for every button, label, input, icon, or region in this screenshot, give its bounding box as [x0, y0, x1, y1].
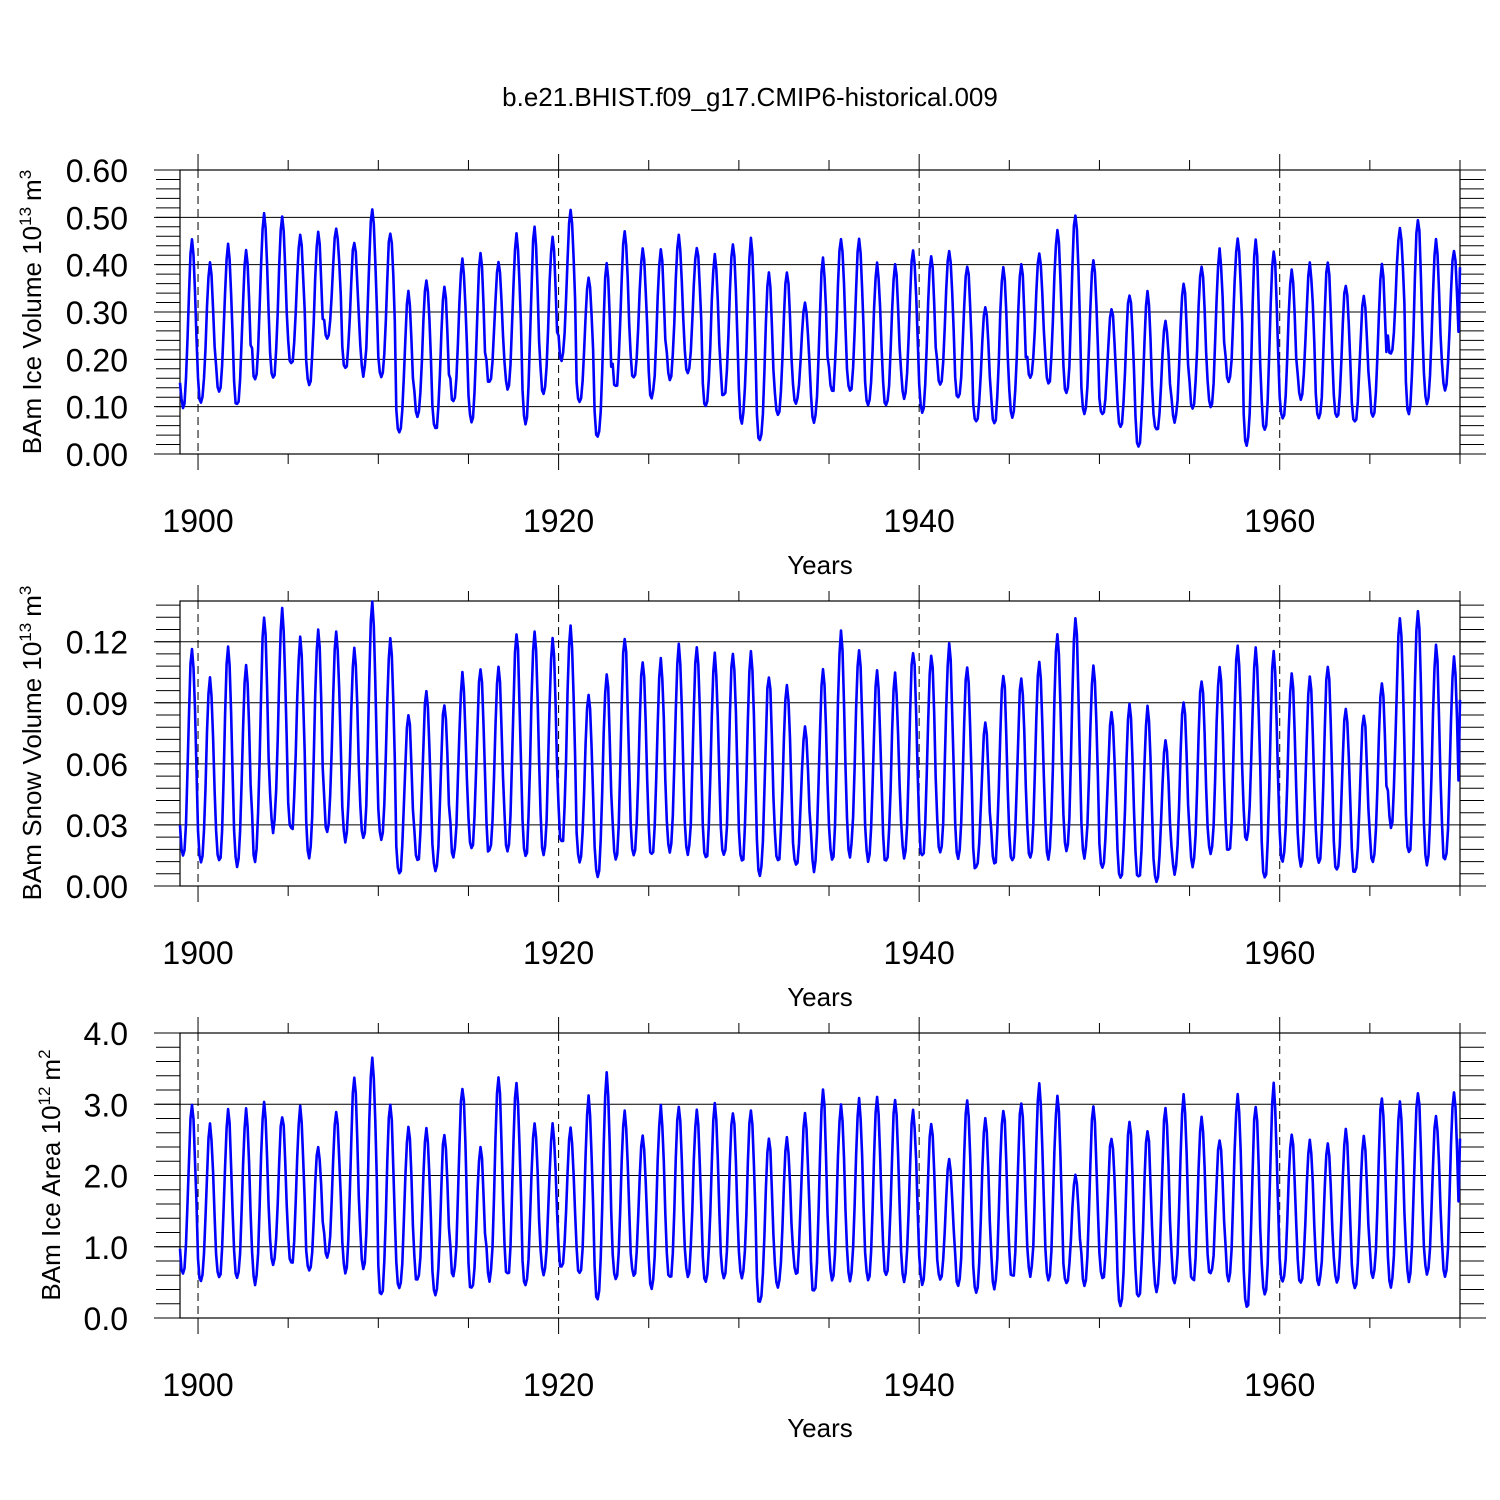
x-tick-label-1920: 1920	[523, 1367, 594, 1403]
y-axis-label: BAm Snow Volume 1013m3	[16, 586, 47, 901]
figure-title: b.e21.BHIST.f09_g17.CMIP6-historical.009	[502, 82, 998, 112]
x-tick-label-1900: 1900	[162, 1367, 233, 1403]
series-line-bam-ice-area	[178, 1056, 1462, 1308]
x-axis-label: Years	[787, 550, 853, 580]
y-tick-label: 0.00	[66, 869, 128, 905]
y-tick-label: 4.0	[84, 1016, 128, 1052]
x-tick-label-1960: 1960	[1244, 935, 1315, 971]
x-axis-label: Years	[787, 982, 853, 1012]
series-line-bam-ice-volume	[178, 208, 1462, 448]
y-tick-label: 0.60	[66, 153, 128, 189]
y-tick-label: 3.0	[84, 1087, 128, 1123]
panel-ice-volume: BAm Ice Volume 1013m3 Years 1900 1920 1940…	[16, 153, 1486, 580]
y-tick-label: 0.12	[66, 625, 128, 661]
x-tick-label-1900: 1900	[162, 503, 233, 539]
panel-ice-area: BAm Ice Area 1012m2 Years 1900 1920 1940 19…	[35, 1016, 1486, 1443]
y-tick-label: 0.0	[84, 1301, 128, 1337]
x-tick-label-1960: 1960	[1244, 503, 1315, 539]
x-tick-label-1900: 1900	[162, 935, 233, 971]
y-tick-label: 0.06	[66, 747, 128, 783]
y-axis-label: BAm Ice Volume 1013m3	[16, 170, 47, 454]
y-tick-label: 0.03	[66, 808, 128, 844]
x-tick-label-1960: 1960	[1244, 1367, 1315, 1403]
x-tick-label-1920: 1920	[523, 503, 594, 539]
y-tick-label: 0.40	[66, 248, 128, 284]
y-tick-label: 0.30	[66, 295, 128, 331]
x-tick-label-1920: 1920	[523, 935, 594, 971]
x-axis-label: Years	[787, 1413, 853, 1443]
y-tick-label: 1.0	[84, 1230, 128, 1266]
y-tick-label: 0.10	[66, 390, 128, 426]
series-line-bam-snow-volume	[178, 600, 1462, 884]
y-tick-label: 0.09	[66, 686, 128, 722]
y-tick-label: 2.0	[84, 1159, 128, 1195]
x-tick-label-1940: 1940	[884, 935, 955, 971]
x-tick-label-1940: 1940	[884, 503, 955, 539]
y-tick-label: 0.00	[66, 437, 128, 473]
y-tick-label: 0.20	[66, 342, 128, 378]
x-tick-label-1940: 1940	[884, 1367, 955, 1403]
y-tick-label: 0.50	[66, 200, 128, 236]
y-axis-label: BAm Ice Area 1012m2	[35, 1049, 66, 1300]
panel-snow-volume: BAm Snow Volume 1013m3 Years 1900 1920 194…	[16, 585, 1486, 1012]
